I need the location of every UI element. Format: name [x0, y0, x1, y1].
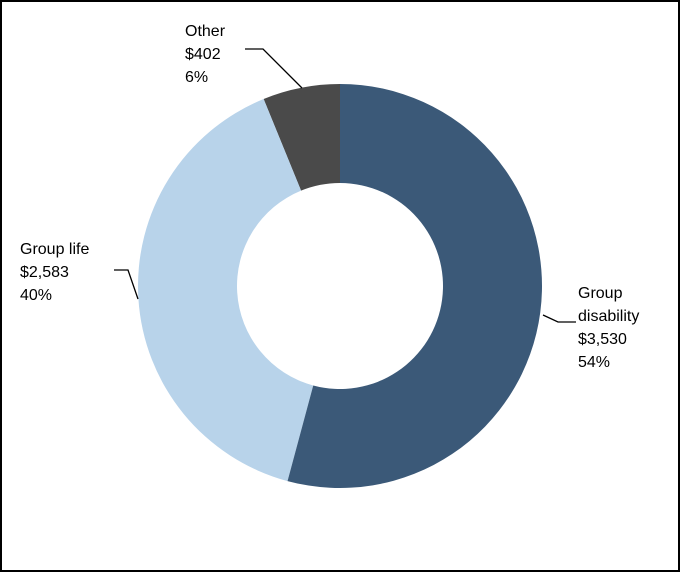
donut-slice: [263, 84, 340, 191]
value-label: $402: [185, 46, 221, 63]
leader-line: [245, 48, 303, 89]
donut-slice: [287, 84, 542, 488]
percent-label: 54%: [578, 354, 611, 371]
leader-line: [114, 269, 139, 300]
category-label: Other: [185, 23, 226, 40]
percent-label: 40%: [20, 287, 53, 304]
category-label: Group life: [20, 241, 90, 258]
percent-label: 6%: [185, 69, 209, 86]
value-label: $2,583: [20, 264, 69, 281]
label-group: Other $402 6%: [185, 20, 265, 89]
value-label: $3,530: [578, 331, 627, 348]
label-group: Group disability $3,530 54%: [578, 282, 658, 374]
category-label: Group disability: [578, 285, 640, 325]
leader-line: [542, 314, 576, 323]
label-group: Group life $2,583 40%: [20, 238, 130, 307]
donut-slice: [138, 98, 314, 482]
